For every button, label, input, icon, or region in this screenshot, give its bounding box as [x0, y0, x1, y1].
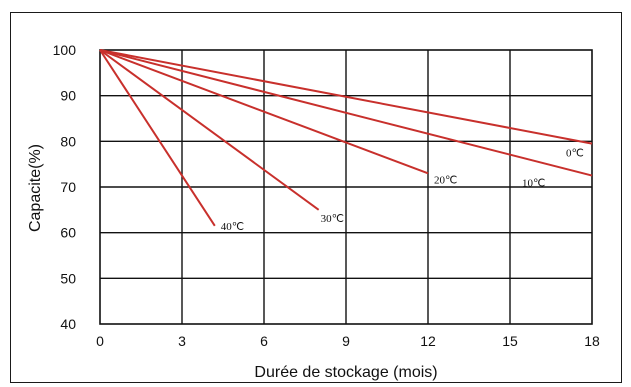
- x-tick-label: 6: [260, 333, 268, 349]
- series-line: [99, 49, 593, 145]
- y-tick-label: 90: [60, 88, 76, 104]
- chart-frame: [10, 12, 622, 383]
- x-tick-label: 18: [584, 333, 600, 349]
- series-label: 30℃: [321, 213, 344, 225]
- x-tick-label: 0: [96, 333, 104, 349]
- series-line: [99, 49, 429, 175]
- y-axis-ticks: 40 50 60 70 80 90 100: [53, 42, 77, 332]
- chart-series: 0℃ 10℃ 20℃ 30℃ 40℃: [99, 49, 593, 233]
- x-axis-ticks: 0 3 6 9 12 15 18: [96, 333, 600, 349]
- series-label: 10℃: [522, 178, 545, 190]
- series-label: 20℃: [434, 174, 457, 186]
- series-line: [99, 49, 216, 227]
- chart-grid: [99, 49, 593, 325]
- series-line: [99, 49, 320, 211]
- x-tick-label: 9: [342, 333, 350, 349]
- y-tick-label: 50: [60, 270, 76, 286]
- series-label: 0℃: [566, 148, 584, 160]
- y-tick-label: 100: [53, 42, 77, 58]
- x-tick-label: 12: [420, 333, 436, 349]
- x-axis-label: Durée de stockage (mois): [254, 364, 437, 381]
- y-tick-label: 70: [60, 179, 76, 195]
- y-axis-label: Capacite(%): [27, 144, 44, 232]
- y-tick-label: 40: [60, 316, 76, 332]
- x-tick-label: 3: [178, 333, 186, 349]
- x-tick-label: 15: [502, 333, 518, 349]
- series-line: [99, 49, 593, 177]
- y-tick-label: 80: [60, 133, 76, 149]
- y-tick-label: 60: [60, 225, 76, 241]
- series-label: 40℃: [221, 221, 244, 233]
